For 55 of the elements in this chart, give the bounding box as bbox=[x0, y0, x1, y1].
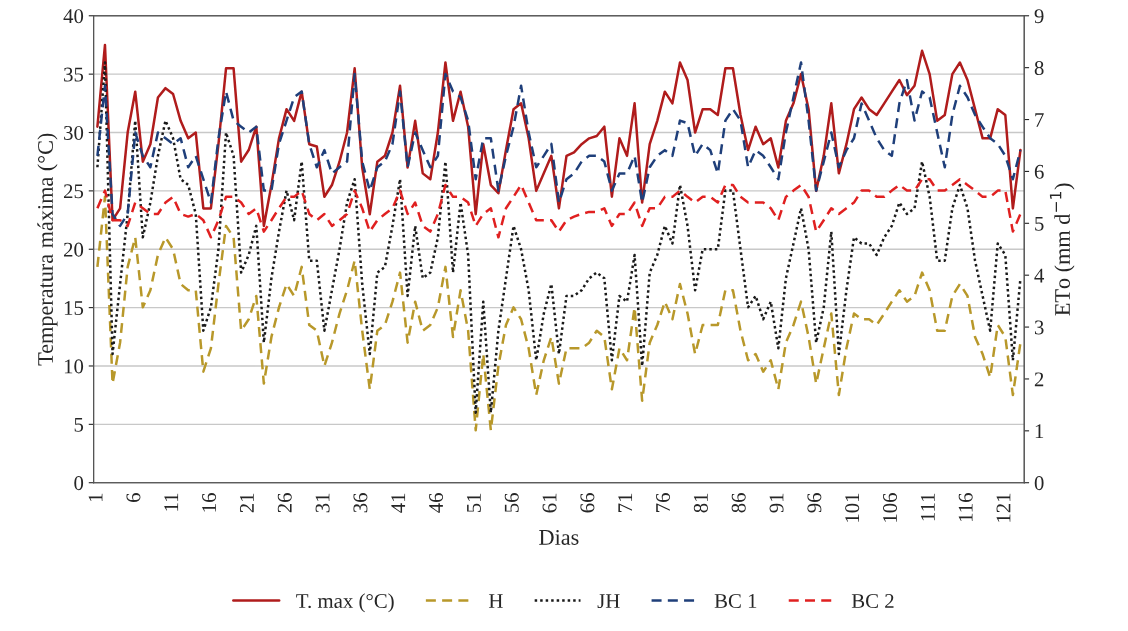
line-series bbox=[96, 195, 1022, 432]
y2-tick-label: 8 bbox=[1034, 61, 1044, 76]
legend-label: JH bbox=[597, 594, 620, 609]
x-tick-label: 51 bbox=[466, 493, 481, 513]
y-tick-label: 15 bbox=[64, 301, 84, 316]
x-tick-label: 21 bbox=[239, 493, 254, 513]
x-tick-label: 16 bbox=[202, 493, 217, 512]
x-tick-label: 31 bbox=[315, 493, 330, 513]
x-tick-label: 81 bbox=[693, 493, 708, 513]
x-tick-label: 121 bbox=[996, 493, 1011, 522]
y2-tick-label: 2 bbox=[1034, 372, 1044, 387]
legend-label: T. max (°C) bbox=[296, 593, 394, 613]
line-series bbox=[96, 177, 1022, 239]
line-series bbox=[96, 61, 1022, 414]
y-tick-label: 30 bbox=[64, 125, 84, 140]
x-tick-label: 86 bbox=[731, 493, 746, 513]
x-tick-label: 56 bbox=[504, 493, 519, 513]
x-tick-label: 61 bbox=[542, 493, 557, 513]
x-tick-label: 106 bbox=[882, 493, 898, 522]
y2-tick-label: 9 bbox=[1034, 9, 1044, 24]
legend-label: BC 2 bbox=[851, 594, 894, 609]
x-tick-label: 76 bbox=[656, 493, 671, 512]
y2-tick-label: 7 bbox=[1035, 113, 1044, 127]
y-tick-label: 0 bbox=[74, 476, 84, 491]
x-tick-label: 101 bbox=[845, 493, 860, 522]
y2-tick-label: 3 bbox=[1034, 320, 1044, 335]
x-tick-label: 96 bbox=[807, 493, 822, 513]
legend-label: H bbox=[488, 594, 503, 608]
y-tick-label: 40 bbox=[63, 9, 84, 24]
x-tick-label: 36 bbox=[353, 493, 368, 513]
x-tick-label: 26 bbox=[277, 493, 292, 513]
x-tick-label: 46 bbox=[429, 493, 444, 513]
x-tick-label: 41 bbox=[391, 493, 406, 513]
y-tick-label: 10 bbox=[64, 359, 84, 374]
y-axis-title: Temperatura máxima (°C) bbox=[37, 133, 58, 366]
y2-axis-title: ETo (mm d$^{−1}$) bbox=[1049, 183, 1075, 316]
x-tick-label: 111 bbox=[920, 493, 935, 521]
legend-label: BC 1 bbox=[714, 594, 757, 609]
y2-tick-label: 5 bbox=[1035, 216, 1044, 231]
x-tick-label: 116 bbox=[958, 493, 973, 522]
y-tick-label: 25 bbox=[63, 184, 84, 199]
y-tick-label: 5 bbox=[74, 417, 84, 432]
y2-tick-label: 6 bbox=[1034, 164, 1044, 179]
y2-tick-label: 0 bbox=[1034, 476, 1044, 491]
y-tick-label: 35 bbox=[64, 67, 84, 82]
x-tick-label: 6 bbox=[126, 493, 141, 502]
y2-tick-label: 1 bbox=[1035, 424, 1044, 439]
y2-tick-label: 4 bbox=[1034, 268, 1045, 283]
y-tick-label: 20 bbox=[63, 242, 84, 257]
x-tick-label: 66 bbox=[580, 493, 595, 513]
x-tick-label: 11 bbox=[164, 493, 179, 511]
x-axis-title: Dias bbox=[539, 529, 579, 545]
x-tick-label: 71 bbox=[618, 493, 633, 512]
x-tick-label: 1 bbox=[88, 493, 103, 502]
x-tick-label: 91 bbox=[769, 493, 784, 513]
